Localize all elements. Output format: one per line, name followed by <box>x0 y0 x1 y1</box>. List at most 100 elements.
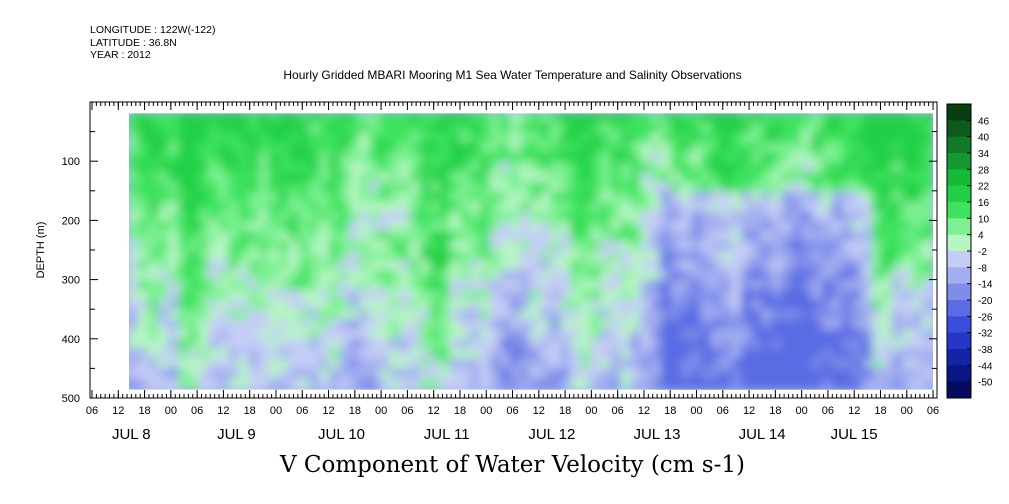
field-cell <box>339 230 352 243</box>
field-cell <box>288 113 301 125</box>
field-cell <box>590 299 603 312</box>
field-cell <box>550 339 563 351</box>
field-cell <box>469 358 482 371</box>
field-cell <box>319 113 332 125</box>
field-cell <box>781 358 794 371</box>
field-cell <box>831 309 844 322</box>
field-cell <box>308 191 321 204</box>
field-cell <box>831 191 844 204</box>
field-cell <box>620 378 633 390</box>
field-cell <box>761 221 774 233</box>
field-cell <box>449 339 462 351</box>
field-cell <box>499 348 512 361</box>
field-cell <box>369 240 382 253</box>
field-cell <box>580 162 593 174</box>
field-cell <box>570 221 583 233</box>
field-cell <box>710 240 723 253</box>
field-cell <box>741 289 754 302</box>
field-cell <box>530 378 543 390</box>
field-cell <box>489 270 502 282</box>
field-cell <box>881 329 894 341</box>
field-cell <box>560 309 573 322</box>
field-cell <box>479 348 492 361</box>
field-cell <box>922 348 933 361</box>
field-cell <box>640 181 653 194</box>
field-cell <box>600 270 613 282</box>
field-cell <box>690 152 703 164</box>
field-cell <box>721 211 734 223</box>
field-cell <box>148 211 161 223</box>
field-cell <box>570 339 583 351</box>
field-cell <box>349 250 362 263</box>
field-cell <box>238 211 251 223</box>
field-cell <box>640 230 653 243</box>
field-cell <box>288 358 301 371</box>
field-cell <box>178 280 191 292</box>
field-cell <box>459 201 472 214</box>
field-cell <box>901 378 914 390</box>
field-cell <box>419 299 432 312</box>
field-cell <box>791 378 804 390</box>
field-cell <box>530 142 543 155</box>
field-cell <box>178 250 191 263</box>
field-cell <box>721 240 734 253</box>
field-cell <box>509 358 522 371</box>
field-cell <box>439 260 452 273</box>
field-cell <box>922 378 933 390</box>
field-cell <box>731 191 744 204</box>
field-cell <box>198 309 211 322</box>
field-cell <box>871 132 884 145</box>
field-cell <box>841 171 854 184</box>
field-cell <box>731 221 744 233</box>
field-cell <box>660 230 673 243</box>
field-cell <box>791 339 804 351</box>
field-cell <box>268 289 281 302</box>
field-cell <box>188 280 201 292</box>
field-cell <box>680 378 693 390</box>
field-cell <box>419 162 432 174</box>
field-cell <box>248 339 261 351</box>
field-cell <box>700 368 713 381</box>
field-cell <box>228 162 241 174</box>
field-cell <box>439 378 452 390</box>
field-cell <box>700 142 713 155</box>
field-cell <box>761 240 774 253</box>
field-cell <box>670 319 683 332</box>
field-cell <box>178 162 191 174</box>
field-cell <box>851 289 864 302</box>
field-cell <box>680 289 693 302</box>
field-cell <box>489 211 502 223</box>
field-cell <box>751 132 764 145</box>
field-cell <box>891 221 904 233</box>
field-cell <box>881 270 894 282</box>
field-cell <box>570 358 583 371</box>
field-cell <box>911 122 924 135</box>
field-cell <box>550 181 563 194</box>
field-cell <box>620 142 633 155</box>
field-cell <box>449 260 462 273</box>
field-cell <box>771 289 784 302</box>
field-cell <box>449 270 462 282</box>
field-cell <box>580 211 593 223</box>
field-cell <box>158 299 171 312</box>
field-cell <box>218 221 231 233</box>
field-cell <box>429 270 442 282</box>
field-cell <box>429 152 442 164</box>
field-cell <box>700 319 713 332</box>
field-cell <box>449 230 462 243</box>
field-cell <box>198 211 211 223</box>
field-cell <box>781 230 794 243</box>
field-cell <box>841 221 854 233</box>
field-cell <box>670 191 683 204</box>
field-cell <box>389 289 402 302</box>
field-cell <box>610 378 623 390</box>
field-cell <box>319 240 332 253</box>
field-cell <box>278 329 291 341</box>
field-cell <box>781 181 794 194</box>
field-cell <box>208 329 221 341</box>
field-cell <box>329 191 342 204</box>
field-cell <box>258 142 271 155</box>
field-cell <box>399 230 412 243</box>
field-cell <box>881 260 894 273</box>
field-cell <box>298 181 311 194</box>
